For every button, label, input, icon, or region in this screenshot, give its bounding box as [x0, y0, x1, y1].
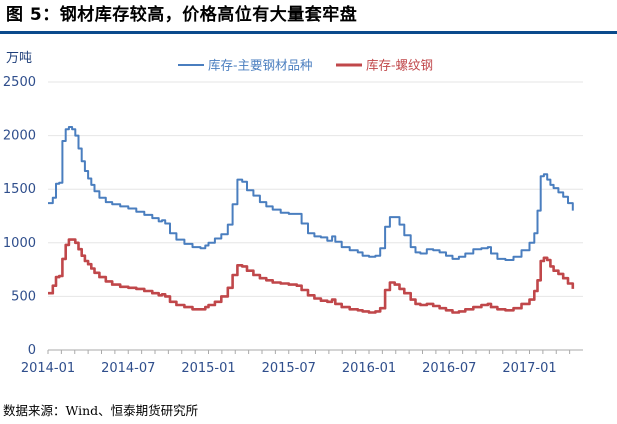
y-tick-label: 2500	[3, 75, 36, 90]
legend-label-2: 库存-螺纹钢	[366, 58, 433, 73]
figure-title: 图 5：钢材库存较高，价格高位有大量套牢盘	[6, 5, 358, 25]
x-tick-label: 2017-01	[502, 361, 556, 376]
source-note: 数据来源：Wind、恒泰期货研究所	[3, 403, 199, 418]
y-axis-label: 万吨	[6, 51, 32, 66]
title-rule	[0, 31, 617, 34]
series-line-2	[48, 238, 575, 314]
grid-lines	[48, 81, 583, 297]
x-tick-label: 2016-07	[422, 361, 476, 376]
x-tick-label: 2015-01	[181, 361, 235, 376]
legend-label-1: 库存-主要钢材品种	[208, 58, 313, 73]
x-tick-label: 2016-01	[342, 361, 396, 376]
line-chart: 0 500 1000 1500 2000 2500 2014-01 2014-07 2015-0…	[3, 51, 583, 376]
axes: 0 500 1000 1500 2000 2500 2014-01 2014-07 2015-0…	[3, 75, 583, 376]
y-tick-label: 1000	[3, 236, 36, 251]
y-tick-label: 2000	[3, 129, 36, 144]
series-lines	[48, 126, 575, 314]
legend: 库存-主要钢材品种 库存-螺纹钢	[178, 58, 433, 73]
y-tick-label: 1500	[3, 182, 36, 197]
x-tick-label: 2014-07	[101, 361, 155, 376]
y-tick-label: 500	[11, 289, 36, 304]
x-tick-label: 2015-07	[262, 361, 316, 376]
series-line-1	[48, 126, 574, 261]
y-tick-label: 0	[28, 343, 36, 358]
x-tick-label: 2014-01	[21, 361, 75, 376]
